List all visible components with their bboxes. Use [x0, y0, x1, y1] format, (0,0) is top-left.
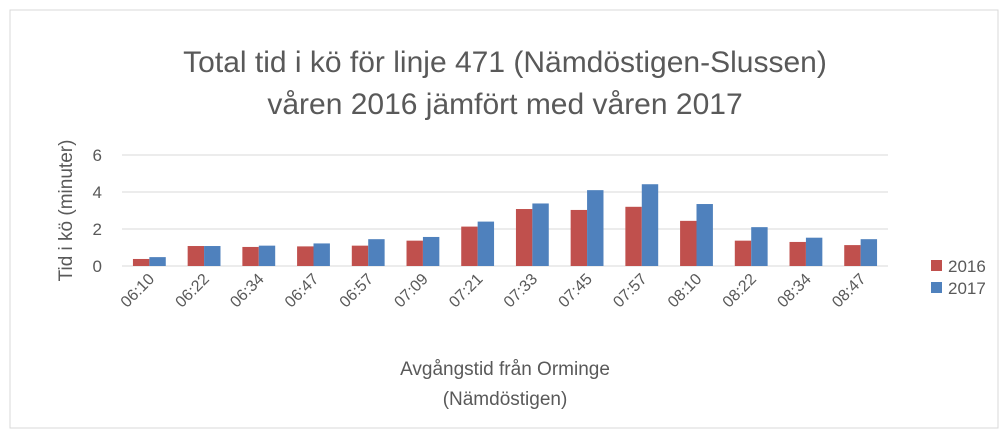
bar: [242, 246, 259, 266]
bar: [860, 239, 878, 266]
bar: [625, 206, 642, 266]
bar: [461, 226, 478, 266]
bar: [422, 236, 440, 266]
y-tick-label: 6: [93, 146, 102, 165]
bar: [680, 220, 697, 266]
legend-label: 2017: [948, 279, 986, 298]
bar: [297, 246, 314, 266]
chart-frame: [9, 9, 999, 429]
x-axis-label: Avgångstid från Orminge: [400, 359, 610, 380]
bar: [805, 237, 823, 266]
bar: [258, 245, 276, 266]
y-tick-label: 0: [93, 257, 102, 276]
bar: [368, 239, 385, 266]
y-tick-label: 2: [93, 220, 102, 239]
bar: [532, 203, 549, 266]
bar: [844, 245, 861, 266]
bar: [406, 240, 423, 266]
bar: [132, 258, 150, 266]
y-tick-label: 4: [93, 183, 102, 202]
chart-title: våren 2016 jämfört med våren 2017: [267, 88, 742, 121]
bar: [351, 245, 369, 266]
x-axis-label: (Nämdöstigen): [443, 389, 568, 410]
bar: [734, 240, 752, 266]
y-axis-label: Tid i kö (minuter): [56, 140, 77, 282]
legend-swatch: [931, 282, 942, 293]
bar: [696, 204, 713, 266]
bar: [204, 246, 221, 266]
bar: [751, 227, 768, 266]
bar: [587, 190, 604, 266]
bar: [313, 243, 330, 266]
bar: [515, 209, 533, 266]
bar: [149, 257, 166, 266]
bar: [477, 221, 495, 266]
legend-label: 2016: [948, 257, 986, 276]
chart-title: Total tid i kö för linje 471 (Nämdöstige…: [183, 46, 827, 79]
bar: [187, 246, 205, 266]
bar: [570, 209, 588, 266]
legend-swatch: [931, 260, 942, 271]
bar: [641, 184, 659, 266]
bar: [789, 241, 806, 266]
